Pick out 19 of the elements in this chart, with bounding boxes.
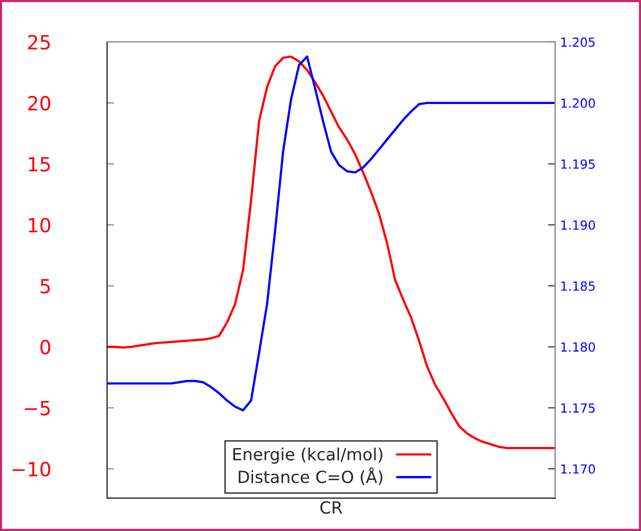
x-axis-title: CR (320, 501, 342, 514)
legend-label: Energie (kcal/mol) (233, 448, 382, 464)
y-tick-label: 10 (28, 218, 50, 233)
y2-tick-label: 1.195 (561, 159, 595, 169)
y-tick-label: 20 (28, 96, 50, 111)
y2-tick-label: 1.200 (561, 98, 595, 108)
y-tick-label: 5 (40, 279, 50, 294)
y2-tick-label: 1.205 (561, 37, 595, 47)
y2-tick-label: 1.175 (561, 403, 595, 413)
y-tick-label: −5 (24, 401, 50, 416)
y2-tick-label: 1.180 (561, 342, 595, 352)
y-tick-label: −10 (12, 462, 50, 476)
legend-label: Distance C=O (Å) (238, 467, 382, 486)
y-tick-label: 15 (28, 157, 50, 172)
y-tick-label: 25 (28, 34, 50, 50)
y2-tick-label: 1.170 (561, 464, 595, 474)
y2-tick-label: 1.185 (561, 281, 595, 291)
y-tick-label: 0 (40, 340, 50, 355)
y2-tick-label: 1.190 (561, 220, 595, 230)
